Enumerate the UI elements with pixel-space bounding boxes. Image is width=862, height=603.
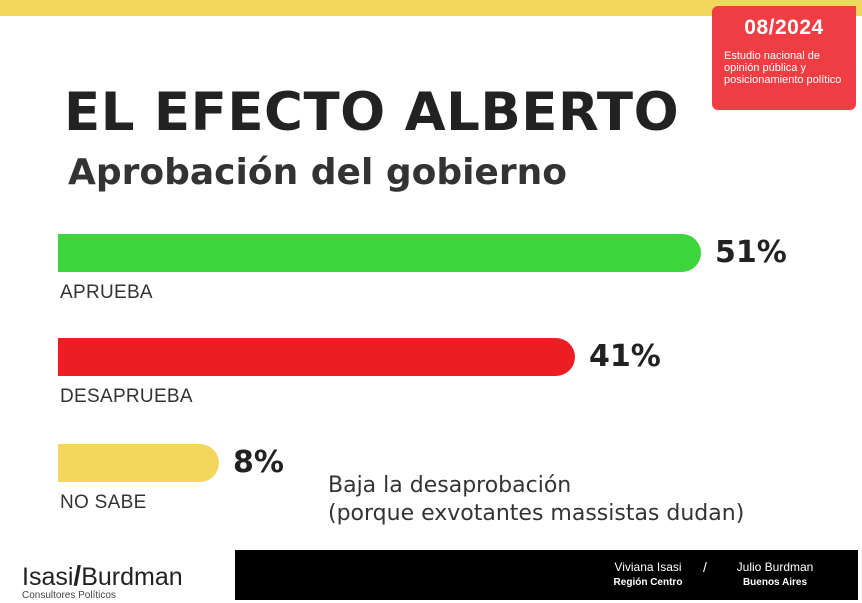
bar-value-label: 51% — [715, 235, 787, 270]
footer-bar: Viviana Isasi Región Centro / Julio Burd… — [235, 550, 858, 600]
person-1-region: Región Centro — [613, 577, 683, 588]
person-2-name: Julio Burdman — [736, 560, 814, 574]
date-label: 08/2024 — [744, 16, 824, 39]
date-badge: 08/2024 Estudio nacional de opinión públ… — [712, 6, 856, 110]
category-label: DESAPRUEBA — [60, 386, 193, 407]
bar-value-label: 8% — [233, 445, 284, 480]
brand-name: Isasi/Burdman — [22, 560, 183, 592]
brand-name-right: Burdman — [81, 563, 183, 591]
note-line-2: (porque exvotantes massistas dudan) — [328, 501, 745, 526]
top-stripe — [0, 0, 862, 16]
category-label: APRUEBA — [60, 282, 153, 303]
annotation-note: Baja la desaprobación (porque exvotantes… — [328, 472, 744, 528]
person-1: Viviana Isasi Región Centro — [603, 560, 693, 588]
person-1-name: Viviana Isasi — [614, 560, 682, 574]
brand-logo: Isasi/Burdman Consultores Políticos — [22, 560, 183, 601]
study-description: Estudio nacional de opinión pública y po… — [724, 50, 842, 86]
footer-separator: / — [703, 559, 707, 575]
bar-value-label: 41% — [589, 339, 661, 374]
chart-title: EL EFECTO ALBERTO — [64, 82, 680, 143]
bar-aprueba — [58, 234, 701, 272]
note-line-1: Baja la desaprobación — [328, 473, 572, 498]
bar-desaprueba — [58, 338, 575, 376]
category-label: NO SABE — [60, 492, 147, 513]
chart-subtitle: Aprobación del gobierno — [68, 152, 567, 193]
bar-no-sabe — [58, 444, 219, 482]
brand-name-left: Isasi — [22, 563, 74, 591]
brand-tagline: Consultores Políticos — [22, 590, 116, 601]
person-2: Julio Burdman Buenos Aires — [725, 560, 825, 588]
brand-slash: / — [73, 560, 82, 591]
person-2-region: Buenos Aires — [742, 577, 808, 588]
bar-chart: 51% APRUEBA 41% DESAPRUEBA 8% NO SABE — [0, 220, 862, 540]
